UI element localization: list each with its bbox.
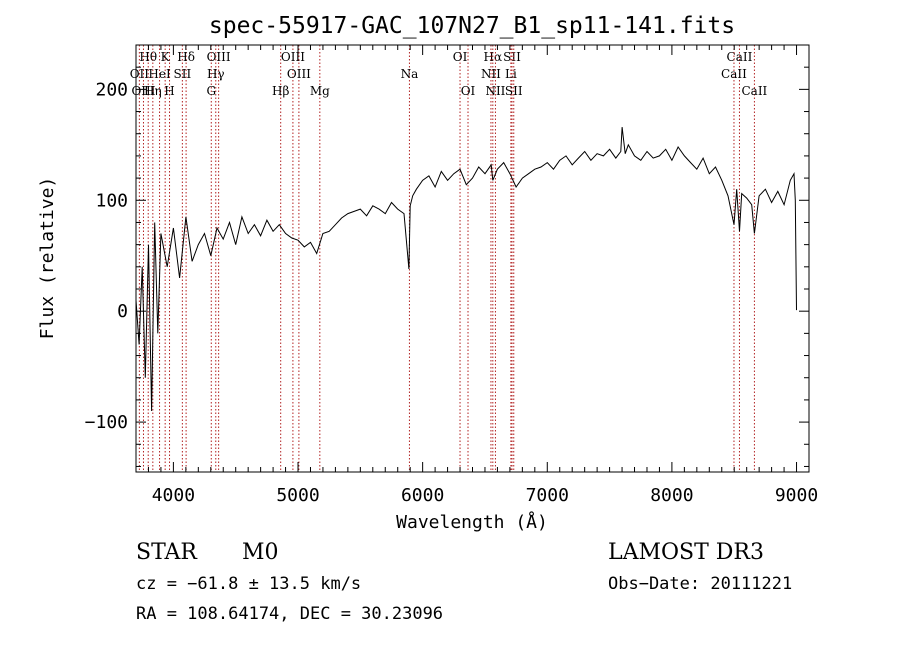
line-label-25: CaII [727,50,753,64]
spectrum-line [135,127,797,412]
redshift-cz: cz = −61.8 ± 13.5 km/s [136,574,362,594]
line-label-16: Na [401,67,419,81]
line-label-20: NII [481,67,501,81]
obs-date: Obs−Date: 20111221 [608,574,793,594]
line-label-27: CaII [741,84,767,98]
y-axis: −100 0 100 200 [85,44,809,467]
line-label-6: H [164,84,174,98]
line-label-14: Hβ [272,84,289,98]
line-label-10: Hγ [207,67,225,81]
x-tick-label-1: 5000 [276,485,319,506]
line-label-7: Hδ [177,50,195,64]
y-tick-label-3: 200 [95,79,128,100]
line-label-22: SII [503,50,521,64]
x-axis: 4000 5000 6000 7000 8000 9000 [147,45,818,506]
line-label-12: OIII [281,50,305,64]
y-tick-label-2: 100 [95,190,128,211]
line-label-8: SII [174,67,192,81]
line-label-23: Li [505,67,517,81]
line-label-11: G [206,84,216,98]
line-label-9: OIII [207,50,231,64]
line-label-1: Hθ [139,50,157,64]
line-label-24: SII [505,84,523,98]
object-class: STAR [136,540,197,565]
ra-dec: RA = 108.64174, DEC = 30.23096 [136,604,444,624]
line-label-5: HeI [148,67,171,81]
survey-name: LAMOST DR3 [608,540,764,565]
x-tick-label-3: 7000 [526,485,569,506]
x-tick-label-5: 9000 [775,485,818,506]
object-subclass: M0 [242,540,279,565]
line-label-17: OI [453,50,468,64]
line-label-18: OI [461,84,476,98]
x-axis-label: Wavelength (Å) [396,511,548,533]
y-tick-label-0: −100 [85,412,128,433]
x-tick-label-0: 4000 [152,485,195,506]
line-label-19: Hα [484,50,503,64]
line-label-2: OIII [131,84,155,98]
line-label-0: OII [130,67,150,81]
line-label-3: Hη [144,84,162,98]
x-tick-label-2: 6000 [401,485,444,506]
y-axis-label: Flux (relative) [37,177,58,340]
chart-title: spec-55917-GAC_107N27_B1_sp11-141.fits [209,13,735,39]
line-label-26: CaII [721,67,747,81]
line-label-15: Mg [310,84,330,98]
x-tick-label-4: 8000 [650,485,693,506]
line-label-21: NII [485,84,505,98]
line-label-4: K [161,50,171,64]
line-label-13: OIII [287,67,311,81]
y-tick-label-1: 0 [117,301,128,322]
plot-frame [135,44,810,473]
